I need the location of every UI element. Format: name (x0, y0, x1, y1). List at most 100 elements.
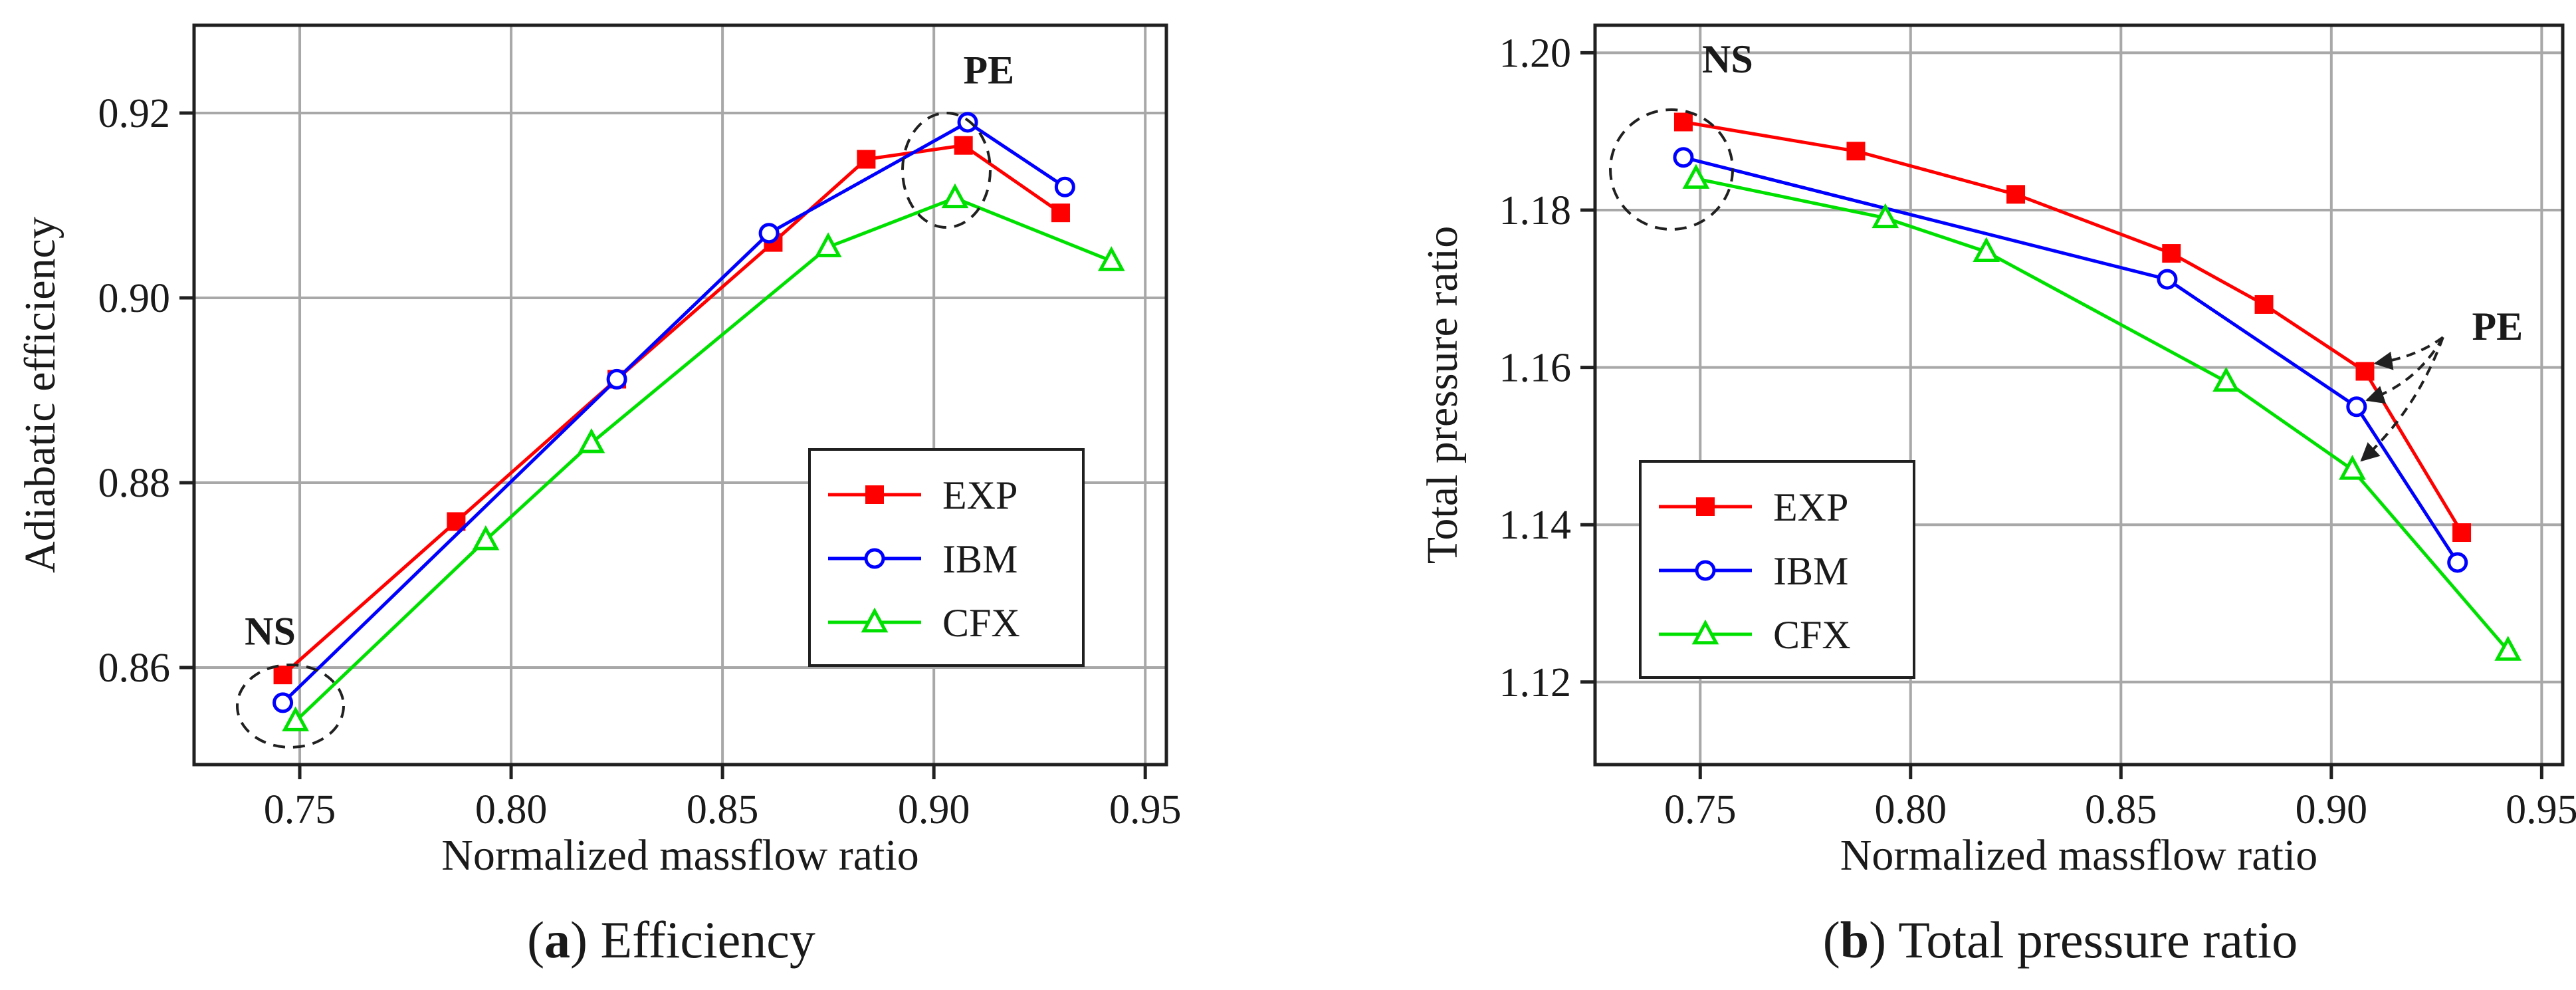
y-tick-label: 1.14 (1499, 503, 1572, 548)
data-point-exp (1846, 142, 1866, 161)
annotation-pe: PE (2472, 305, 2523, 348)
data-point-exp (2254, 295, 2274, 314)
data-point-cfx (814, 232, 842, 257)
data-point-cfx (2339, 455, 2366, 480)
series-line-cfx (1695, 177, 2510, 652)
data-point-cfx (1973, 237, 2000, 262)
caption-open-paren: ( (1823, 911, 1840, 969)
pe-arrow (2373, 336, 2444, 370)
caption-text: Total pressure ratio (1886, 911, 2298, 969)
chart-panel-b: 0.75 0.80 0.85 0.90 0.95 1.12 1.14 1.16 1.18 1.20… (1418, 23, 2576, 969)
caption-close-paren: ) (570, 911, 588, 969)
y-tick-label: 1.16 (1499, 346, 1572, 391)
annotation-ns: NS (1702, 37, 1753, 81)
caption-text: Efficiency (588, 911, 815, 969)
legend-label: IBM (942, 537, 1018, 581)
legend: EXP IBM CFX (1639, 460, 1915, 679)
data-point-ibm (606, 368, 627, 390)
legend-marker (861, 607, 889, 633)
data-point-exp (1051, 203, 1070, 223)
y-tick-label: 0.90 (98, 276, 171, 321)
x-tick-label: 0.80 (1875, 787, 1947, 832)
legend-marker (1696, 497, 1715, 516)
legend: EXP IBM CFX (808, 448, 1085, 667)
data-point-ibm (2157, 269, 2178, 290)
grid (1595, 25, 2563, 765)
plot-frame (1593, 23, 2565, 767)
ticks: 0.75 0.80 0.85 0.90 0.95 0.86 0.88 0.90 0.92 (98, 91, 1182, 832)
data-point-ibm (758, 223, 780, 244)
legend-marker (864, 548, 885, 569)
x-tick-label: 0.75 (1664, 787, 1737, 832)
y-tick-label: 1.18 (1499, 188, 1572, 233)
x-axis-label: Normalized massflow ratio (1840, 831, 2317, 880)
plot-frame (192, 23, 1168, 767)
data-point-exp (954, 136, 973, 155)
caption-letter: b (1840, 911, 1869, 969)
series-exp (1673, 112, 2472, 543)
x-tick-label: 0.80 (475, 787, 548, 832)
legend-item-ibm: IBM (1659, 549, 1848, 593)
x-tick-label: 0.95 (1109, 787, 1182, 832)
x-tick-label: 0.85 (2085, 787, 2157, 832)
data-point-exp (1673, 112, 1693, 132)
x-tick-label: 0.90 (2296, 787, 2368, 832)
series-ibm (272, 112, 1075, 713)
data-point-ibm (1673, 147, 1694, 168)
caption-close-paren: ) (1869, 911, 1886, 969)
data-point-cfx (1872, 203, 1899, 229)
legend-item-ibm: IBM (828, 537, 1018, 581)
x-axis-label: Normalized massflow ratio (441, 831, 918, 880)
y-tick-label: 1.12 (1499, 660, 1572, 705)
legend-label: EXP (942, 473, 1018, 517)
data-point-cfx (2212, 366, 2240, 392)
x-tick-label: 0.95 (2506, 787, 2576, 832)
legend-marker (1691, 619, 1719, 645)
y-tick-label: 0.86 (98, 646, 171, 691)
chart-panel-a: 0.75 0.80 0.85 0.90 0.95 0.86 0.88 0.90 0.92 Norm… (16, 23, 1182, 969)
caption-open-paren: ( (527, 911, 544, 969)
y-tick-label: 0.88 (98, 461, 171, 506)
caption: (a) Efficiency (527, 911, 815, 969)
annotation-ns: NS (245, 609, 296, 653)
legend-label: CFX (1773, 613, 1851, 657)
ns-dashed-circle (236, 664, 345, 749)
ticks: 0.75 0.80 0.85 0.90 0.95 1.12 1.14 1.16 1.18 1.20 (1499, 31, 2576, 832)
data-point-cfx (1682, 164, 1710, 189)
pe-dashed-circle (901, 112, 992, 229)
legend-item-cfx: CFX (1659, 613, 1851, 657)
data-point-ibm (957, 112, 978, 133)
pe-arrow (2365, 336, 2444, 404)
series-line-ibm (1683, 156, 2459, 564)
ns-dashed-circle (1609, 108, 1734, 231)
legend-item-cfx: CFX (828, 601, 1020, 645)
y-axis-label: Total pressure ratio (1418, 226, 1467, 564)
annotations: NS PE (1609, 37, 2523, 462)
data-point-cfx (1097, 246, 1125, 271)
data-point-ibm (272, 692, 294, 713)
data-point-ibm (2346, 396, 2367, 418)
series-line-cfx (294, 196, 1113, 723)
data-point-ibm (1054, 176, 1075, 197)
x-tick-label: 0.85 (687, 787, 759, 832)
annotations: NS PE (236, 49, 1015, 749)
legend-item-exp: EXP (828, 473, 1018, 517)
data-point-cfx (282, 706, 310, 731)
y-tick-label: 1.20 (1499, 31, 1572, 76)
legend-label: CFX (942, 601, 1020, 645)
data-point-exp (857, 150, 876, 169)
series-cfx (1682, 164, 2522, 661)
annotation-pe: PE (964, 49, 1015, 92)
caption-letter: a (544, 911, 570, 969)
series-ibm (1673, 147, 2468, 573)
y-axis-label: Adiabatic efficiency (16, 217, 64, 573)
series-cfx (282, 183, 1125, 731)
legend-label: IBM (1773, 549, 1848, 593)
data-point-cfx (578, 428, 605, 453)
legend-marker (865, 485, 884, 504)
data-point-exp (2452, 523, 2472, 543)
data-point-cfx (472, 525, 500, 551)
pe-arrow (2360, 336, 2444, 462)
data-point-exp (273, 666, 292, 685)
